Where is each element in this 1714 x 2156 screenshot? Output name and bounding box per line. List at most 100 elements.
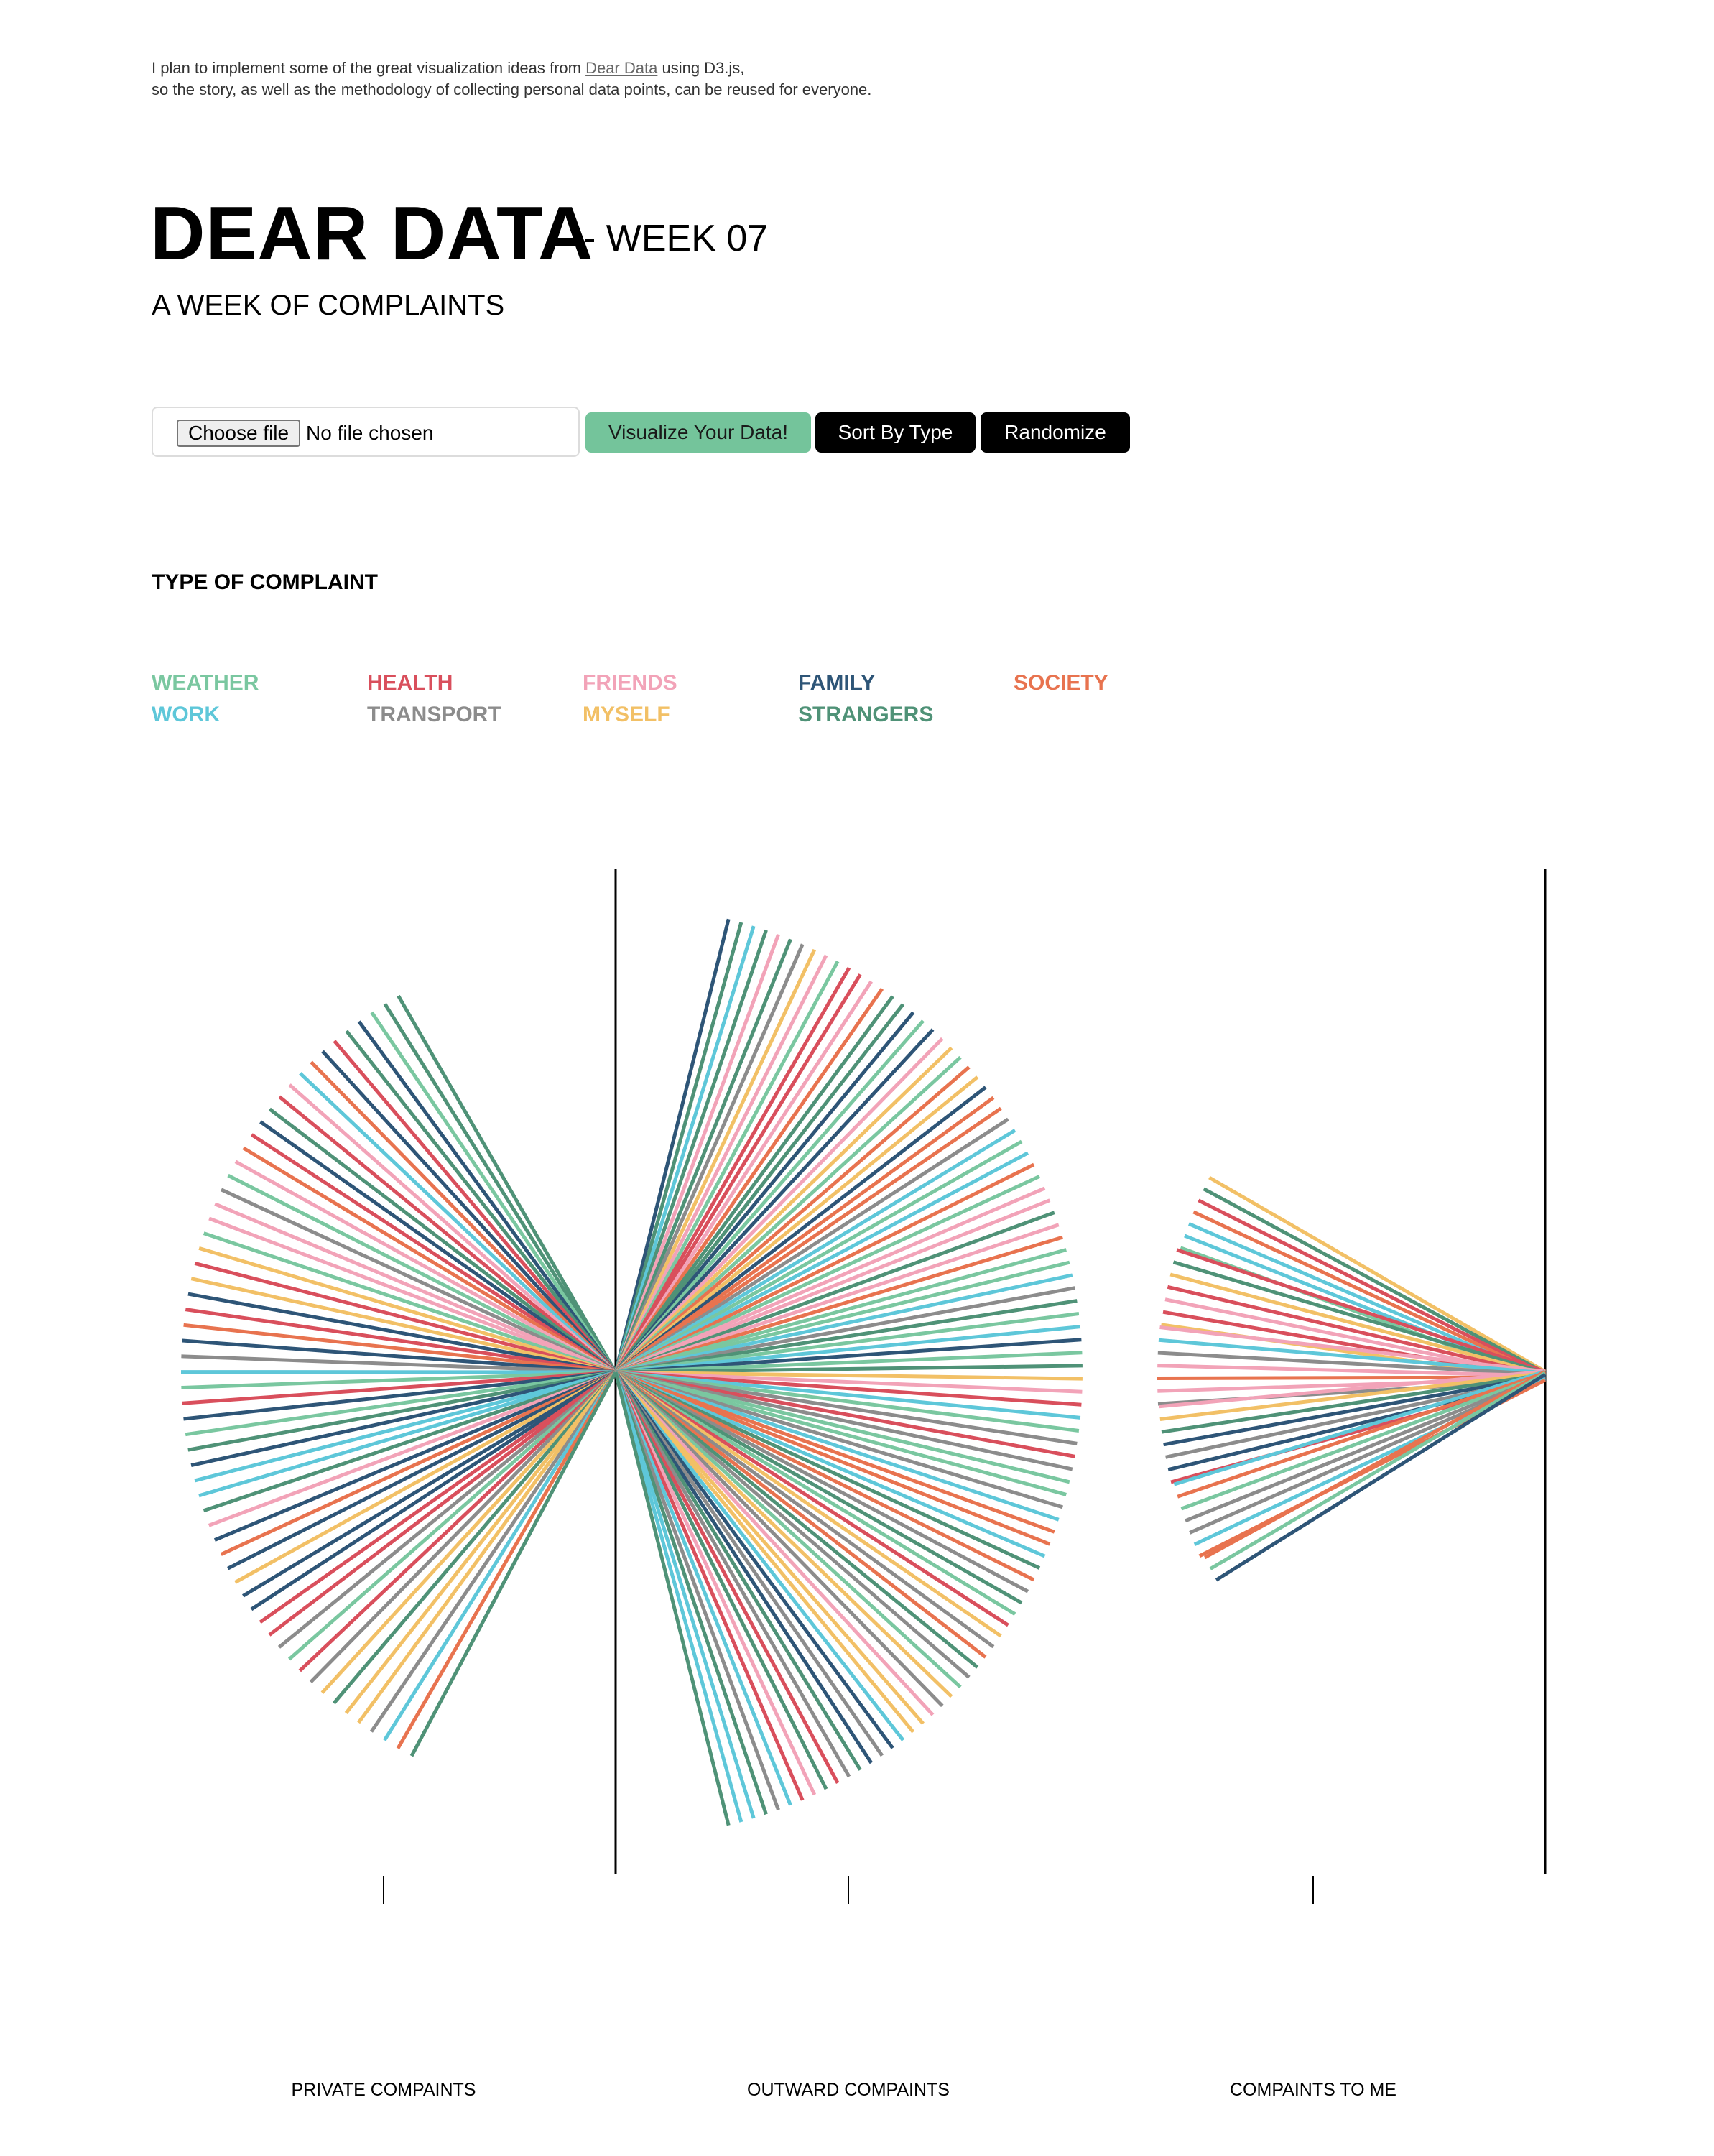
- dear-data-link[interactable]: Dear Data: [585, 59, 658, 77]
- outward-complaint-line: [614, 1151, 1029, 1374]
- outward-complaint-line: [613, 1371, 828, 1790]
- outward-complaint-line: [614, 1371, 953, 1698]
- page-title: DEAR DATA: [150, 191, 594, 276]
- private-complaint-line: [181, 1370, 616, 1389]
- outward-complaint-line: [614, 1129, 1016, 1374]
- private-complaint-line: [227, 1370, 617, 1570]
- outward-complaint-line: [614, 1037, 944, 1374]
- outward-complaint-line: [615, 1370, 1075, 1458]
- private-complaint-line: [203, 1231, 616, 1374]
- outward-complaint-line: [615, 1370, 1064, 1509]
- outward-complaint-line: [614, 1371, 905, 1741]
- legend-item-society: SOCIETY: [1014, 671, 1108, 695]
- private-complaint-line: [234, 1160, 617, 1374]
- legend-item-work: WORK: [152, 703, 220, 726]
- outward-complaint-line: [613, 1371, 731, 1826]
- outward-complaint-line: [613, 995, 894, 1374]
- outward-complaint-line: [615, 1370, 1051, 1546]
- outward-complaint-line: [613, 980, 873, 1374]
- private-complaint-line: [299, 1072, 617, 1374]
- private-complaint-line: [227, 1173, 617, 1374]
- outward-complaint-line: [613, 933, 780, 1373]
- outward-complaint-line: [613, 925, 756, 1373]
- intro-line-1-end: using D3.js,: [657, 59, 745, 77]
- private-complaint-line: [288, 1083, 617, 1374]
- private-complaint-line: [220, 1370, 617, 1556]
- private-complaint-line: [198, 1246, 616, 1374]
- legend-item-myself: MYSELF: [583, 703, 670, 726]
- outward-complaint-line: [614, 1371, 944, 1708]
- outward-complaint-line: [615, 1370, 1070, 1484]
- outward-complaint-line: [613, 1371, 756, 1819]
- legend-item-family: FAMILY: [798, 671, 876, 695]
- private-complaint-line: [242, 1146, 617, 1374]
- private-complaint-line: [234, 1370, 617, 1584]
- outward-complaint-line: [615, 1370, 1078, 1445]
- complaint-to-me-line: [1169, 1272, 1546, 1377]
- complaint-to-me-line: [1180, 1372, 1546, 1511]
- outward-complaint-line: [614, 1371, 962, 1689]
- outward-complaint-line: [614, 1117, 1009, 1374]
- private-complaint-line: [344, 1371, 617, 1715]
- outward-complaint-line: [613, 922, 743, 1373]
- outward-complaint-line: [613, 1371, 862, 1771]
- choose-file-button[interactable]: Choose file: [177, 420, 301, 447]
- complaint-to-me-line: [1167, 1285, 1546, 1378]
- outward-complaint-line: [613, 938, 792, 1373]
- private-complaint-line: [198, 1370, 616, 1498]
- outward-complaint-line: [614, 1370, 1029, 1593]
- private-complaint-line: [397, 994, 618, 1374]
- private-complaint-line: [190, 1277, 616, 1374]
- randomize-button[interactable]: Randomize: [981, 412, 1130, 453]
- outward-complaint-line: [615, 1370, 1082, 1407]
- private-complaint-line: [370, 1011, 618, 1374]
- private-complaint-line: [369, 1371, 618, 1733]
- outward-complaint-line: [614, 1162, 1035, 1374]
- private-complaint-line: [321, 1050, 617, 1374]
- outward-complaint-line: [614, 1371, 935, 1716]
- outward-complaint-line: [615, 1351, 1083, 1374]
- outward-complaint-line: [613, 973, 862, 1374]
- private-complaint-line: [187, 1370, 616, 1452]
- outward-complaint-line: [613, 1371, 743, 1823]
- file-input[interactable]: Choose file No file chosen: [152, 407, 580, 457]
- sort-by-type-button[interactable]: Sort By Type: [815, 412, 976, 453]
- private-complaint-line: [287, 1371, 617, 1661]
- outward-complaint-line: [615, 1273, 1073, 1374]
- complaint-to-me-line: [1198, 1198, 1547, 1377]
- private-complaint-line: [194, 1370, 616, 1483]
- private-complaint-line: [250, 1370, 617, 1611]
- outward-complaint-line: [615, 1370, 1067, 1496]
- complaint-to-me-line: [1157, 1351, 1546, 1377]
- private-complaint-line: [277, 1371, 617, 1649]
- complaints-chart: [180, 869, 1547, 1904]
- private-complaint-line: [181, 1354, 616, 1374]
- outward-complaint-line: [614, 1028, 935, 1374]
- private-complaint-line: [213, 1370, 616, 1542]
- private-complaint-line: [333, 1040, 617, 1374]
- complaint-to-me-line: [1172, 1260, 1546, 1375]
- outward-complaint-line: [614, 1371, 979, 1669]
- label-complaints-to-me: COMPAINTS TO ME: [1230, 2080, 1396, 2100]
- private-complaint-line: [220, 1188, 617, 1374]
- outward-complaint-line: [614, 1065, 971, 1374]
- private-complaint-line: [194, 1261, 616, 1374]
- legend-heading: TYPE OF COMPLAINT: [152, 570, 378, 594]
- outward-complaint-line: [613, 1371, 780, 1811]
- outward-complaint-line: [614, 1046, 953, 1374]
- outward-complaint-line: [613, 948, 817, 1374]
- outward-complaint-line: [614, 1011, 915, 1374]
- outward-complaint-line: [614, 1003, 905, 1374]
- complaint-to-me-line: [1158, 1338, 1546, 1375]
- outward-complaint-line: [615, 1312, 1080, 1374]
- visualize-button[interactable]: Visualize Your Data!: [585, 412, 811, 453]
- legend-item-strangers: STRANGERS: [798, 703, 934, 726]
- private-complaint-line: [409, 1371, 618, 1757]
- outward-complaint-line: [615, 1325, 1081, 1374]
- outward-complaint-line: [613, 918, 731, 1373]
- outward-complaint-line: [615, 1364, 1083, 1374]
- private-complaint-line: [268, 1371, 617, 1637]
- legend-item-health: HEALTH: [367, 671, 453, 695]
- outward-complaint-line: [613, 1371, 873, 1764]
- private-complaint-line: [259, 1120, 617, 1374]
